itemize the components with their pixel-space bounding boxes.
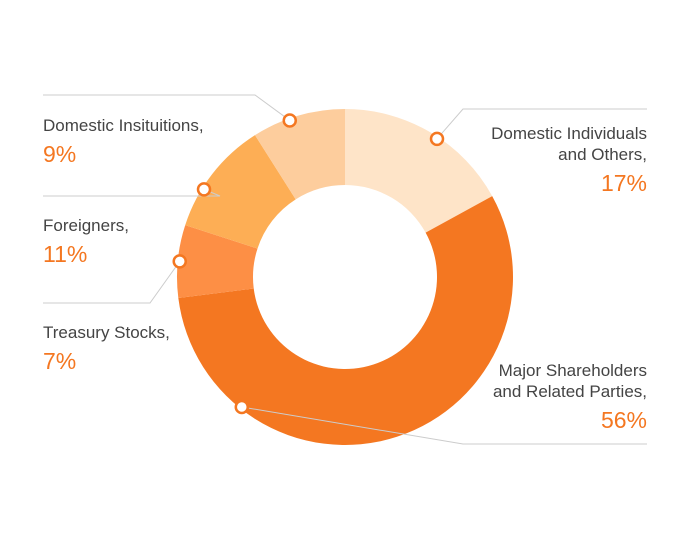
- slice-label-treasury-stocks: Treasury Stocks,: [43, 323, 170, 342]
- label-major-shareholders: Major Shareholders and Related Parties, …: [493, 360, 647, 435]
- slice-major-shareholders: [178, 196, 513, 446]
- slice-value-foreigners: 11%: [43, 241, 88, 267]
- slice-value-treasury-stocks: 7%: [43, 348, 77, 374]
- slice-value-domestic-institutions: 9%: [43, 141, 77, 167]
- slice-value-major-shareholders: 56%: [600, 407, 647, 433]
- leader-line-domestic-institutions: [43, 94, 291, 121]
- slice-label-domestic-institutions: Domestic Insituitions,: [43, 116, 204, 135]
- marker-treasury-stocks: [172, 254, 187, 269]
- label-domestic-institutions: Domestic Insituitions, 9%: [43, 115, 204, 169]
- slice-markers: [172, 113, 445, 415]
- marker-domestic-individuals: [429, 131, 445, 147]
- slice-value-domestic-individuals: 17%: [600, 170, 647, 196]
- marker-domestic-institutions: [282, 113, 298, 128]
- slice-label-major-shareholders: Major Shareholders and Related Parties,: [492, 361, 647, 401]
- leader-line-treasury-stocks: [43, 261, 181, 304]
- slice-domestic-individuals: [345, 109, 493, 233]
- leader-line-major-shareholders: [241, 406, 647, 445]
- slice-treasury-stocks: [177, 225, 258, 299]
- leader-lines: [43, 94, 647, 445]
- label-foreigners: Foreigners, 11%: [43, 215, 129, 269]
- donut-slices: [177, 109, 513, 446]
- leader-line-domestic-individuals: [436, 108, 647, 140]
- slice-domestic-institutions: [254, 109, 345, 200]
- marker-major-shareholders: [234, 399, 250, 415]
- marker-foreigners: [196, 182, 212, 197]
- leader-line-foreigners: [43, 188, 221, 197]
- label-domestic-individuals: Domestic Individuals and Others, 17%: [491, 123, 647, 198]
- slice-foreigners: [185, 135, 296, 249]
- slice-label-domestic-individuals: Domestic Individuals and Others,: [491, 124, 647, 164]
- label-treasury-stocks: Treasury Stocks, 7%: [43, 322, 170, 376]
- slice-label-foreigners: Foreigners,: [43, 216, 129, 235]
